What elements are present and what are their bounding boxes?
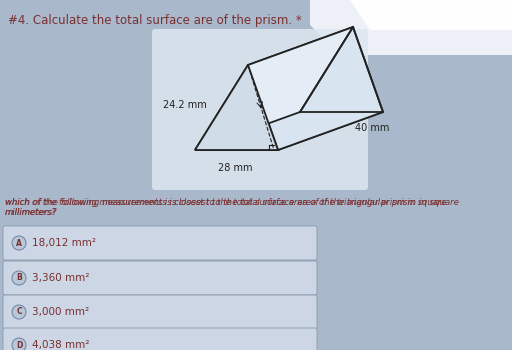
Polygon shape: [195, 27, 353, 150]
Circle shape: [12, 236, 26, 250]
Polygon shape: [195, 65, 278, 150]
Polygon shape: [195, 112, 383, 150]
FancyBboxPatch shape: [3, 295, 317, 329]
Ellipse shape: [410, 2, 510, 28]
Circle shape: [12, 271, 26, 285]
FancyBboxPatch shape: [3, 261, 317, 295]
Text: 18,012 mm²: 18,012 mm²: [32, 238, 96, 248]
Text: 24.2 mm: 24.2 mm: [163, 100, 207, 110]
Text: A: A: [16, 238, 22, 247]
Text: B: B: [16, 273, 22, 282]
Circle shape: [12, 338, 26, 350]
FancyBboxPatch shape: [152, 29, 368, 190]
FancyBboxPatch shape: [3, 226, 317, 260]
Text: C: C: [16, 308, 22, 316]
Polygon shape: [310, 0, 512, 55]
Text: which of the following measurements is closest to the total surface area of the : which of the following measurements is c…: [5, 198, 459, 217]
Text: 4,038 mm²: 4,038 mm²: [32, 340, 90, 350]
Text: D: D: [16, 341, 22, 350]
Text: 3,000 mm²: 3,000 mm²: [32, 307, 89, 317]
FancyBboxPatch shape: [3, 328, 317, 350]
Text: 28 mm: 28 mm: [218, 163, 252, 173]
Polygon shape: [248, 27, 383, 150]
Text: 40 mm: 40 mm: [355, 123, 389, 133]
Text: 3,360 mm²: 3,360 mm²: [32, 273, 90, 283]
Text: which of the following measurements is closest to the total surface area of the : which of the following measurements is c…: [5, 198, 446, 217]
Text: #4. Calculate the total surface are of the prism. *: #4. Calculate the total surface are of t…: [8, 14, 302, 27]
Circle shape: [12, 305, 26, 319]
Polygon shape: [350, 0, 512, 30]
